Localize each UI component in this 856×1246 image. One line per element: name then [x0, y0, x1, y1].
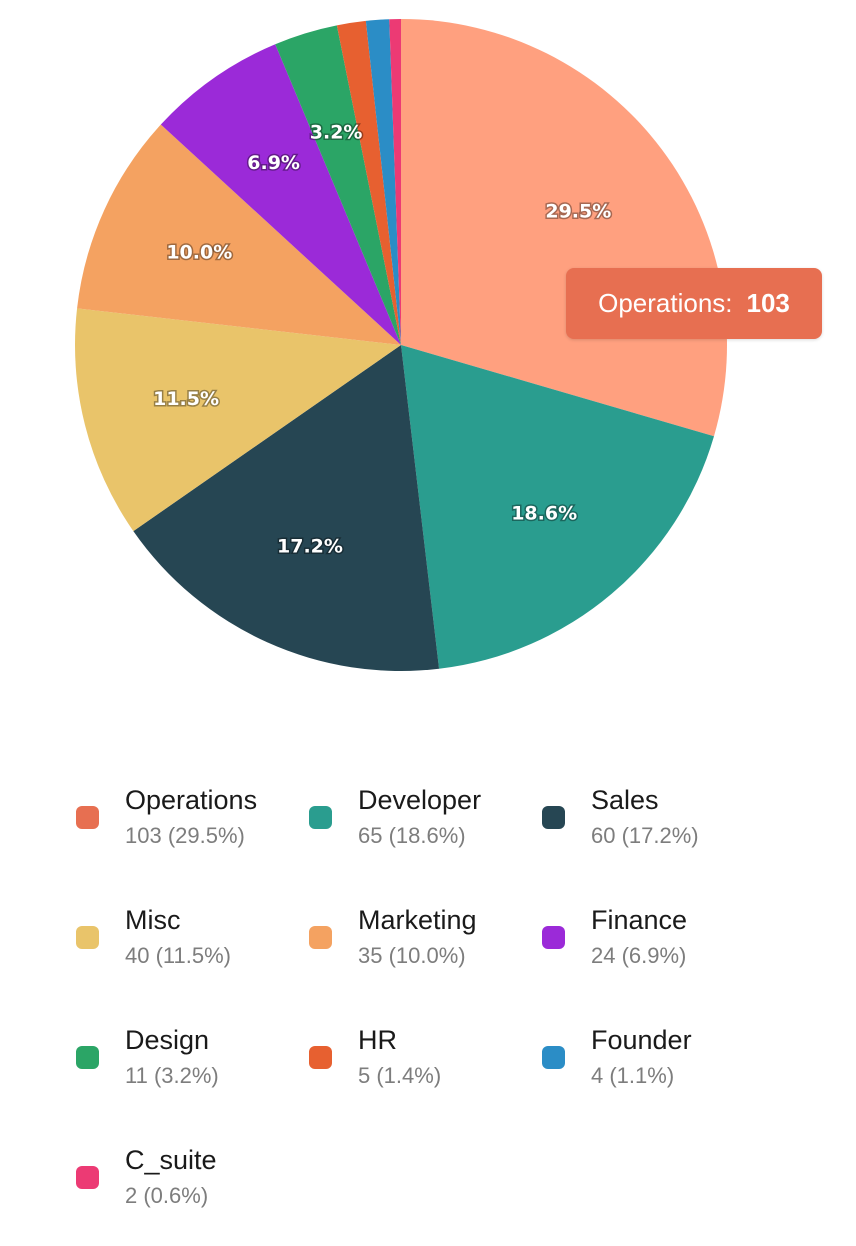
legend-text: Founder 4 (1.1%): [591, 1024, 692, 1091]
legend-item-finance[interactable]: Finance 24 (6.9%): [542, 904, 775, 968]
legend-swatch: [542, 1046, 565, 1069]
legend-value: 4 (1.1%): [591, 1063, 675, 1088]
slice-label-operations: 29.5%: [545, 200, 611, 222]
tooltip-value: 103: [746, 288, 790, 318]
pie-slice-hr[interactable]: [336, 20, 401, 346]
legend-item-misc[interactable]: Misc 40 (11.5%): [76, 904, 309, 968]
chart-legend: Operations 103 (29.5%) Developer 65 (18.6%)…: [76, 784, 796, 1208]
legend-text: Developer 65 (18.6%): [358, 784, 481, 851]
legend-value: 103 (29.5%): [125, 823, 245, 848]
legend-value: 65 (18.6%): [358, 823, 466, 848]
legend-text: Sales 60 (17.2%): [591, 784, 699, 851]
chart-tooltip: Operations: 103: [566, 268, 822, 339]
legend-label: Developer: [358, 785, 482, 815]
legend-item-marketing[interactable]: Marketing 35 (10.0%): [309, 904, 542, 968]
legend-label: HR: [358, 1025, 397, 1055]
legend-value: 60 (17.2%): [591, 823, 699, 848]
legend-text: Marketing 35 (10.0%): [358, 904, 477, 971]
legend-swatch: [76, 1046, 99, 1069]
legend-value: 11 (3.2%): [125, 1063, 219, 1088]
tooltip-label: Operations:: [598, 288, 733, 318]
legend-label: Marketing: [358, 905, 477, 935]
slice-label-sales: 17.2%: [277, 536, 343, 558]
slice-label-marketing: 10.0%: [166, 242, 232, 264]
legend-text: Design 11 (3.2%): [125, 1024, 219, 1091]
pie-slice-misc[interactable]: [74, 308, 401, 532]
legend-swatch: [76, 926, 99, 949]
legend-text: Misc 40 (11.5%): [125, 904, 231, 971]
legend-label: Design: [125, 1025, 210, 1055]
legend-label: Founder: [591, 1025, 692, 1055]
legend-text: Finance 24 (6.9%): [591, 904, 687, 971]
legend-swatch: [76, 806, 99, 829]
legend-item-sales[interactable]: Sales 60 (17.2%): [542, 784, 775, 848]
legend-item-design[interactable]: Design 11 (3.2%): [76, 1024, 309, 1088]
pie-slice-labels: 29.5% 18.6% 17.2% 11.5% 10.0% 6.9% 3.2%: [152, 120, 613, 559]
slice-label-design: 3.2%: [310, 122, 363, 144]
legend-value: 5 (1.4%): [358, 1063, 442, 1088]
legend-label: Sales: [591, 785, 659, 815]
pie-slice-c-suite[interactable]: [389, 19, 401, 345]
legend-label: Finance: [591, 905, 688, 935]
legend-item-operations[interactable]: Operations 103 (29.5%): [76, 784, 309, 848]
pie-slice-founder[interactable]: [365, 19, 401, 346]
legend-label: Misc: [125, 905, 181, 935]
slice-label-misc: 11.5%: [153, 388, 219, 410]
legend-swatch: [542, 926, 565, 949]
legend-text: Operations 103 (29.5%): [125, 784, 257, 851]
legend-swatch: [76, 1166, 99, 1189]
legend-label: C_suite: [125, 1145, 217, 1175]
legend-swatch: [542, 806, 565, 829]
pie-chart: 29.5% 18.6% 17.2% 11.5% 10.0% 6.9% 3.2%: [74, 19, 727, 671]
legend-item-c-suite[interactable]: C_suite 2 (0.6%): [76, 1144, 309, 1208]
legend-value: 35 (10.0%): [358, 943, 466, 968]
pie-slice-marketing[interactable]: [77, 124, 401, 345]
pie-slices: [74, 19, 727, 671]
legend-label: Operations: [125, 785, 258, 815]
legend-value: 40 (11.5%): [125, 943, 231, 968]
legend-swatch: [309, 926, 332, 949]
legend-swatch: [309, 806, 332, 829]
legend-item-founder[interactable]: Founder 4 (1.1%): [542, 1024, 775, 1088]
pie-slice-finance[interactable]: [160, 44, 401, 346]
legend-text: HR 5 (1.4%): [358, 1024, 441, 1091]
pie-slice-sales[interactable]: [133, 345, 440, 671]
legend-text: C_suite 2 (0.6%): [125, 1144, 217, 1211]
pie-slice-developer[interactable]: [401, 345, 714, 669]
pie-slice-design[interactable]: [275, 25, 401, 346]
legend-swatch: [309, 1046, 332, 1069]
legend-item-developer[interactable]: Developer 65 (18.6%): [309, 784, 542, 848]
legend-value: 2 (0.6%): [125, 1183, 209, 1208]
legend-item-hr[interactable]: HR 5 (1.4%): [309, 1024, 542, 1088]
slice-label-finance: 6.9%: [247, 152, 300, 174]
legend-value: 24 (6.9%): [591, 943, 687, 968]
slice-label-developer: 18.6%: [511, 503, 577, 525]
